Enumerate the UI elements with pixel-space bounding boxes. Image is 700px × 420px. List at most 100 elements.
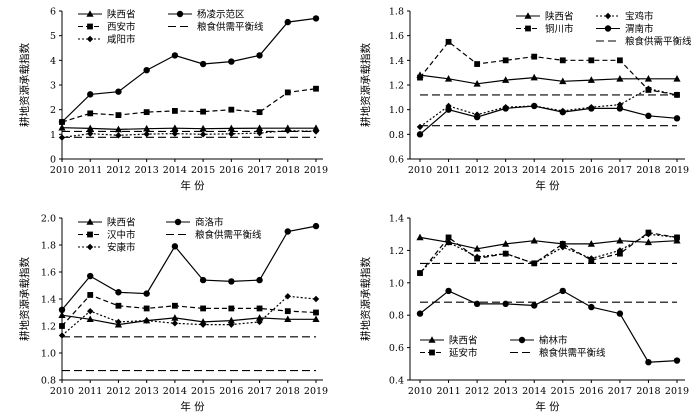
data-point — [530, 236, 538, 244]
data-point — [255, 314, 264, 321]
y-tick-label: 1.8 — [389, 7, 404, 18]
data-point — [58, 332, 66, 339]
y-tick-label: 2.0 — [41, 214, 56, 225]
chart-panel-4: 0.4 0.6 0.8 1.0 1.2 1.4 2010 2011 2012 2013 2014 20… — [359, 214, 689, 414]
data-point — [171, 302, 178, 309]
data-point — [171, 52, 179, 59]
data-point — [171, 314, 179, 321]
data-point — [171, 130, 179, 137]
data-point — [115, 302, 122, 309]
data-point — [673, 357, 681, 364]
legend-label: 铜川市 — [545, 23, 574, 35]
data-point — [86, 124, 94, 132]
x-tick-label: 2014 — [522, 165, 546, 176]
x-tick-label: 2015 — [191, 386, 215, 397]
legend-marker — [176, 10, 184, 18]
chart-panel-3: 0.8 1.0 1.2 1.4 1.6 1.8 2.0 2010 2011 2012 2013 201… — [18, 214, 328, 414]
y-tick-label: 0.8 — [41, 376, 56, 387]
data-point — [284, 308, 291, 315]
data-point — [143, 305, 150, 312]
x-tick-label: 2013 — [135, 165, 159, 176]
series-汉中市 — [59, 292, 319, 329]
legend-marker — [87, 231, 93, 238]
data-point — [284, 18, 291, 26]
data-point — [143, 124, 151, 132]
legend-label: 渭南市 — [625, 23, 654, 35]
legend-label: 汉中市 — [107, 229, 136, 241]
x-tick-label: 2017 — [608, 386, 632, 397]
data-point — [284, 228, 291, 235]
series-line — [419, 290, 678, 363]
data-point — [58, 118, 66, 126]
data-point — [228, 106, 235, 113]
data-point — [87, 307, 94, 315]
y-axis-label: 耕地资源承载指数 — [18, 257, 31, 341]
data-point — [256, 109, 263, 116]
data-point — [143, 67, 150, 74]
data-point — [86, 315, 94, 323]
series-安康市 — [58, 293, 320, 339]
data-point — [312, 124, 320, 131]
data-point — [284, 127, 291, 134]
data-point — [559, 57, 566, 64]
data-point — [502, 240, 510, 247]
series-商洛市 — [58, 222, 320, 313]
series-杨凌示范区 — [58, 15, 320, 126]
legend-label: 杨凌示范区 — [197, 9, 245, 21]
data-point — [143, 290, 150, 297]
data-point — [673, 75, 681, 82]
data-point — [284, 89, 291, 96]
legend-label: 陕西省 — [449, 335, 478, 347]
x-tick-label: 2017 — [608, 165, 632, 176]
data-point — [416, 123, 424, 131]
x-tick-label: 2014 — [163, 386, 187, 397]
y-tick-label: 6 — [50, 7, 56, 18]
data-point — [58, 311, 66, 318]
y-tick-label: 0.6 — [389, 343, 404, 354]
data-point — [559, 243, 566, 251]
data-point — [228, 58, 235, 65]
x-tick-label: 2016 — [219, 386, 243, 397]
y-tick-label: 1.8 — [41, 241, 56, 252]
y-tick-label: 3 — [50, 81, 56, 92]
series-line — [61, 225, 317, 311]
x-tick-label: 2011 — [436, 165, 460, 176]
data-point — [228, 321, 235, 328]
x-tick-label: 2016 — [219, 165, 243, 176]
data-point — [673, 115, 681, 122]
data-point — [645, 358, 652, 366]
series-陕西省 — [416, 233, 681, 252]
x-tick-label: 2018 — [276, 165, 300, 176]
data-point — [616, 236, 624, 244]
x-tick-label: 2017 — [247, 165, 271, 176]
data-point — [114, 125, 123, 133]
chart-panel-1: 0 1 2 3 4 5 6 2010 2011 2012 2013 2014 2015 2016 2017 2… — [18, 7, 328, 193]
data-point — [531, 102, 538, 110]
data-point — [199, 321, 207, 328]
x-tick-label: 2013 — [135, 386, 159, 397]
data-point — [531, 53, 538, 60]
data-point — [255, 124, 264, 131]
x-tick-label: 2014 — [522, 386, 546, 397]
legend-label: 陕西省 — [107, 217, 136, 229]
x-tick-label: 2011 — [78, 386, 102, 397]
series-line — [61, 17, 317, 123]
data-point — [474, 61, 481, 67]
x-tick-label: 2011 — [436, 386, 460, 397]
data-point — [227, 316, 235, 324]
series-line — [419, 233, 678, 274]
data-point — [171, 124, 179, 131]
data-point — [559, 241, 566, 247]
legend-label: 西安市 — [107, 21, 136, 33]
y-tick-label: 1.0 — [389, 278, 404, 289]
data-point — [59, 323, 65, 329]
x-tick-label: 2019 — [304, 165, 328, 176]
data-point — [228, 130, 235, 138]
data-point — [445, 234, 452, 241]
x-tick-label: 2012 — [465, 165, 489, 176]
x-tick-label: 2018 — [276, 386, 300, 397]
y-tick-label: 4 — [50, 56, 56, 67]
legend-label: 榆林市 — [539, 335, 568, 347]
